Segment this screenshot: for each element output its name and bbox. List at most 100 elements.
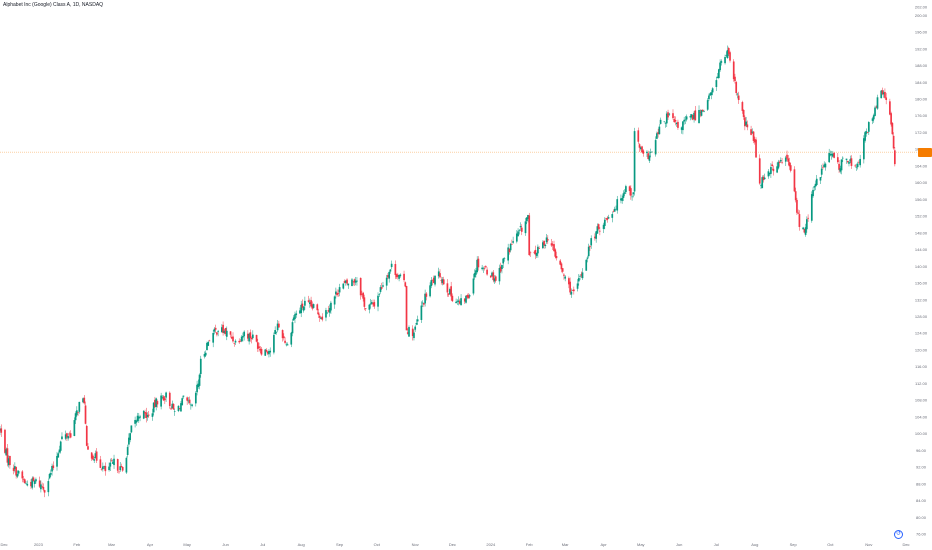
candle-body (92, 455, 94, 460)
go-to-realtime-button[interactable]: ↺ (894, 530, 903, 539)
candle-body (737, 95, 740, 101)
candle-body (232, 336, 234, 342)
candle-body (568, 278, 570, 285)
candle-body (590, 238, 593, 246)
candle-body (203, 353, 206, 357)
candle-body (625, 186, 627, 193)
candle-body (456, 301, 459, 302)
candle-body (587, 246, 590, 257)
candle-body (649, 152, 652, 153)
candle-body (16, 473, 19, 477)
candle-body (845, 158, 848, 160)
y-tick-label: 140.00 (915, 264, 928, 269)
candle-body (758, 158, 761, 184)
candle-body (110, 460, 113, 462)
candle-body (40, 484, 42, 490)
candle-body (716, 76, 719, 78)
candle-body (38, 480, 41, 487)
candle-body (715, 80, 718, 88)
candle-body (863, 138, 865, 160)
candle-body (646, 151, 648, 154)
candle-body (762, 176, 765, 181)
candle-body (647, 153, 650, 160)
candle-body (840, 159, 843, 171)
candle-body (648, 155, 651, 161)
candle-body (642, 150, 645, 154)
y-tick-label: 202.00 (915, 5, 928, 10)
y-tick-label: 184.00 (915, 80, 928, 85)
candle-body (745, 121, 747, 126)
candle-body (242, 335, 244, 338)
y-tick-label: 172.00 (915, 130, 928, 135)
candle-body (411, 328, 414, 336)
candle-body (378, 294, 381, 295)
candle-body (330, 302, 332, 311)
candle-body (125, 457, 128, 473)
candle-body (701, 109, 704, 112)
candle-body (102, 466, 104, 470)
go-to-realtime-icon: ↺ (895, 531, 902, 537)
candle-body (729, 52, 731, 61)
candle-body (285, 344, 288, 346)
candle-body (515, 233, 518, 242)
candle-body (450, 286, 452, 297)
candle-body (732, 61, 735, 80)
x-tick-label: Dec (902, 542, 909, 547)
candle-body (838, 163, 840, 170)
candle-body (458, 301, 461, 304)
candle-body (699, 112, 702, 114)
candle-body (33, 480, 36, 484)
candle-body (294, 314, 296, 319)
candle-body (572, 289, 575, 292)
candle-body (379, 287, 382, 292)
candle-body (78, 401, 81, 412)
candle-body (415, 322, 418, 325)
candle-body (682, 121, 684, 131)
x-tick-label: Aug (751, 542, 758, 547)
candle-body (377, 295, 379, 307)
candle-body (786, 154, 788, 159)
candle-body (741, 102, 744, 111)
x-tick-label: Jul (260, 542, 265, 547)
candle-body (223, 330, 226, 333)
candle-body (483, 268, 486, 269)
candle-body (528, 215, 531, 256)
candle-body (571, 290, 574, 291)
candle-body (555, 256, 558, 259)
candle-body (656, 133, 658, 139)
candle-body (848, 161, 850, 164)
candle-body (563, 274, 565, 276)
candle-body (595, 231, 598, 239)
candle-body (449, 289, 451, 295)
candle-body (622, 193, 625, 198)
candle-body (273, 334, 275, 353)
candle-body (694, 110, 697, 121)
candle-body (491, 272, 493, 276)
candle-body (804, 227, 807, 235)
candle-body (846, 160, 849, 162)
candle-body (726, 50, 729, 59)
candle-body (255, 334, 258, 342)
candle-body (196, 384, 198, 393)
candle-body (265, 349, 268, 352)
candle-body (222, 324, 224, 334)
candle-body (362, 292, 364, 299)
candle-body (234, 340, 237, 343)
candle-body (850, 158, 853, 166)
candle-body (720, 61, 723, 63)
y-tick-label: 128.00 (915, 314, 928, 319)
candle-body (789, 165, 792, 171)
candle-body (21, 471, 24, 479)
candle-body (890, 113, 892, 125)
candle-body (867, 122, 870, 132)
candle-body (425, 293, 428, 297)
candle-body (264, 349, 267, 356)
candle-body (534, 249, 537, 255)
candle-body (529, 252, 532, 254)
candle-body (700, 110, 703, 116)
candle-body (880, 90, 883, 99)
candle-body (832, 153, 834, 157)
candle-body (85, 425, 88, 446)
candle-body (719, 62, 721, 71)
